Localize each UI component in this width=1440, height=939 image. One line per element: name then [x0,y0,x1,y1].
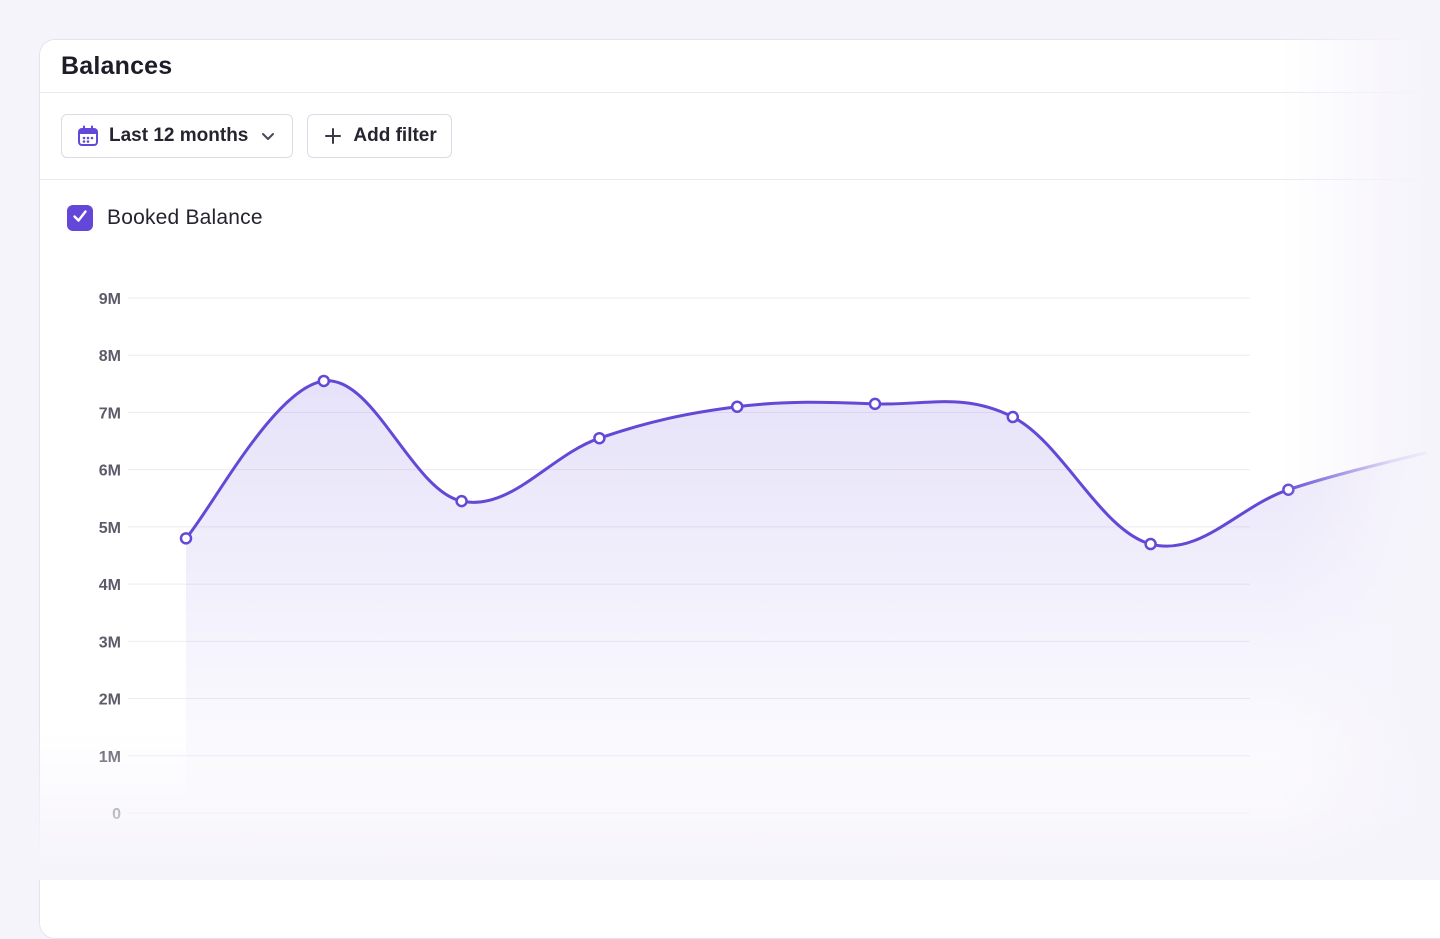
data-point[interactable] [179,532,193,545]
data-point[interactable] [1282,483,1295,496]
y-tick-label: 3M [99,634,121,651]
add-filter-label: Add filter [353,125,437,146]
y-tick-label: 9M [99,291,121,308]
legend-label: Booked Balance [107,206,263,229]
y-tick-label: 0 [112,806,121,823]
period-label: Last 12 months [109,125,249,146]
y-tick-label: 5M [99,520,121,537]
filter-toolbar: Last 12 months Add filter [40,93,1440,180]
y-tick-label: 8M [99,348,121,365]
card-title: Balances [61,51,173,80]
data-point[interactable] [730,400,744,413]
data-point[interactable] [1006,410,1020,424]
add-filter-button[interactable]: Add filter [307,114,452,158]
balance-chart: 0 1M 2M 3M 4M 5M 6M 7M 8M 9M [99,291,1427,823]
card-header: Balances [40,40,1440,93]
data-point[interactable] [1144,537,1157,551]
data-point[interactable] [455,494,468,508]
data-point[interactable] [317,374,331,388]
check-icon [71,207,89,230]
y-tick-label: 7M [99,405,121,422]
y-tick-label: 2M [99,692,121,709]
data-point[interactable] [868,397,882,411]
booked-balance-checkbox[interactable] [67,205,93,231]
period-dropdown[interactable]: Last 12 months [61,114,294,158]
series-area [186,380,1427,813]
y-tick-label: 1M [99,749,121,766]
calendar-icon [77,125,99,147]
y-axis: 0 1M 2M 3M 4M 5M 6M 7M 8M 9M [99,291,121,823]
plus-icon [323,126,343,146]
y-tick-label: 6M [99,463,121,480]
y-tick-label: 4M [99,577,121,594]
series-legend: Booked Balance [67,205,263,231]
data-point[interactable] [593,431,606,445]
chevron-down-icon [258,126,278,146]
series-line [184,379,1427,548]
